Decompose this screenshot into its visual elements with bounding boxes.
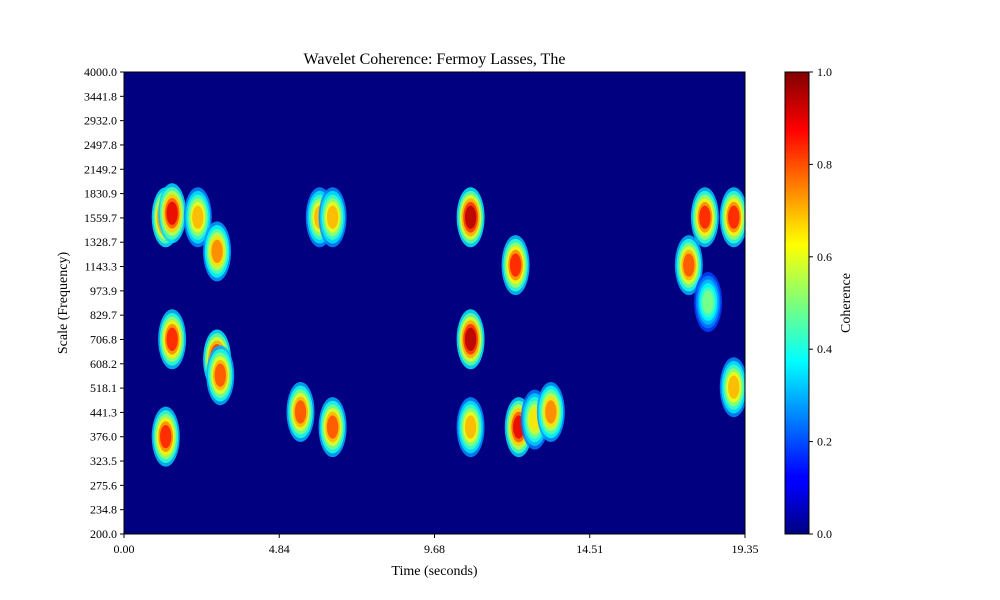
coherence-level: [728, 205, 740, 229]
coherence-level: [464, 415, 477, 439]
y-tick-label: 706.8: [90, 332, 117, 346]
colorbar-ticks: 0.0 0.2 0.4 0.6 0.8 1.0: [809, 65, 832, 541]
coherence-level: [166, 327, 178, 351]
x-axis-label: Time (seconds): [391, 564, 478, 579]
coherence-level: [464, 205, 477, 229]
x-tick-label: 9.68: [424, 542, 445, 556]
coherence-hotspot: [203, 221, 232, 282]
y-tick-label: 1559.7: [84, 211, 117, 225]
coherence-level: [545, 400, 557, 424]
coherence-hotspot: [674, 235, 703, 296]
y-tick-label: 1830.9: [84, 187, 117, 201]
coherence-hotspot: [456, 397, 485, 458]
coherence-level: [211, 239, 223, 264]
y-tick-label: 200.0: [90, 527, 117, 541]
coherence-level: [294, 400, 307, 424]
y-tick-label: 2149.2: [84, 162, 117, 176]
y-tick-label: 1328.7: [84, 235, 117, 249]
coherence-hotspot: [694, 272, 723, 333]
coherence-level: [728, 375, 740, 399]
coherence-hotspot: [719, 357, 745, 418]
y-tick-label: 518.1: [90, 381, 117, 395]
chart-title: Wavelet Coherence: Fermoy Lasses, The: [304, 51, 566, 68]
y-axis-ticks: 200.0 234.8 275.6 323.5 376.0 441.3 518.1 608.2…: [84, 65, 124, 541]
coherence-heatmap: [151, 183, 745, 467]
coherence-level: [326, 205, 339, 229]
colorbar-tick-label: 0.2: [817, 435, 832, 449]
coherence-hotspot: [286, 381, 315, 442]
y-tick-label: 829.7: [90, 308, 117, 322]
y-tick-label: 608.2: [90, 357, 117, 371]
y-tick-label: 973.9: [90, 284, 117, 298]
colorbar-tick-label: 0.0: [817, 527, 832, 541]
x-axis-ticks: 0.00 4.84 9.68 14.51 19.35: [114, 534, 759, 556]
coherence-hotspot: [318, 187, 347, 248]
y-tick-label: 2497.8: [84, 138, 117, 152]
coherence-hotspot: [158, 183, 187, 244]
coherence-hotspot: [151, 406, 180, 467]
x-tick-label: 14.51: [576, 542, 603, 556]
colorbar: [784, 71, 810, 535]
colorbar-tick-label: 1.0: [817, 65, 832, 79]
coherence-hotspot: [206, 345, 235, 406]
x-tick-label: 4.84: [269, 542, 290, 556]
y-tick-label: 2932.0: [84, 114, 117, 128]
colorbar-tick-label: 0.6: [817, 250, 832, 264]
colorbar-tick-label: 0.8: [817, 157, 832, 171]
coherence-level: [699, 205, 711, 229]
coherence-level: [192, 205, 204, 229]
y-tick-label: 441.3: [90, 405, 117, 419]
y-axis-label: Scale (Frequency): [56, 252, 71, 355]
coherence-hotspot: [690, 187, 719, 248]
x-tick-label: 19.35: [732, 542, 759, 556]
coherence-level: [464, 327, 477, 351]
y-tick-label: 234.8: [90, 503, 117, 517]
y-tick-label: 275.6: [90, 478, 117, 492]
coherence-hotspot: [456, 187, 485, 248]
y-tick-label: 323.5: [90, 454, 117, 468]
coherence-hotspot: [158, 309, 187, 370]
coherence-hotspot: [501, 235, 530, 296]
coherence-level: [160, 424, 172, 449]
y-tick-label: 3441.8: [84, 89, 117, 103]
coherence-hotspot: [719, 187, 745, 248]
coherence-level: [166, 201, 178, 225]
y-tick-label: 4000.0: [84, 65, 117, 79]
coherence-hotspot: [536, 381, 565, 442]
coherence-level: [702, 290, 714, 314]
y-tick-label: 1143.3: [84, 260, 117, 274]
coherence-hotspot: [318, 397, 347, 458]
plot-background: [124, 72, 745, 534]
coherence-level: [214, 363, 226, 387]
x-tick-label: 0.00: [114, 542, 135, 556]
y-tick-label: 376.0: [90, 430, 117, 444]
coherence-level: [326, 415, 339, 439]
coherence-level: [683, 253, 695, 277]
coherence-hotspot: [183, 187, 212, 248]
coherence-level: [509, 253, 522, 277]
colorbar-label: Coherence: [839, 273, 854, 333]
colorbar-tick-label: 0.4: [817, 342, 832, 356]
coherence-hotspot: [456, 309, 485, 370]
